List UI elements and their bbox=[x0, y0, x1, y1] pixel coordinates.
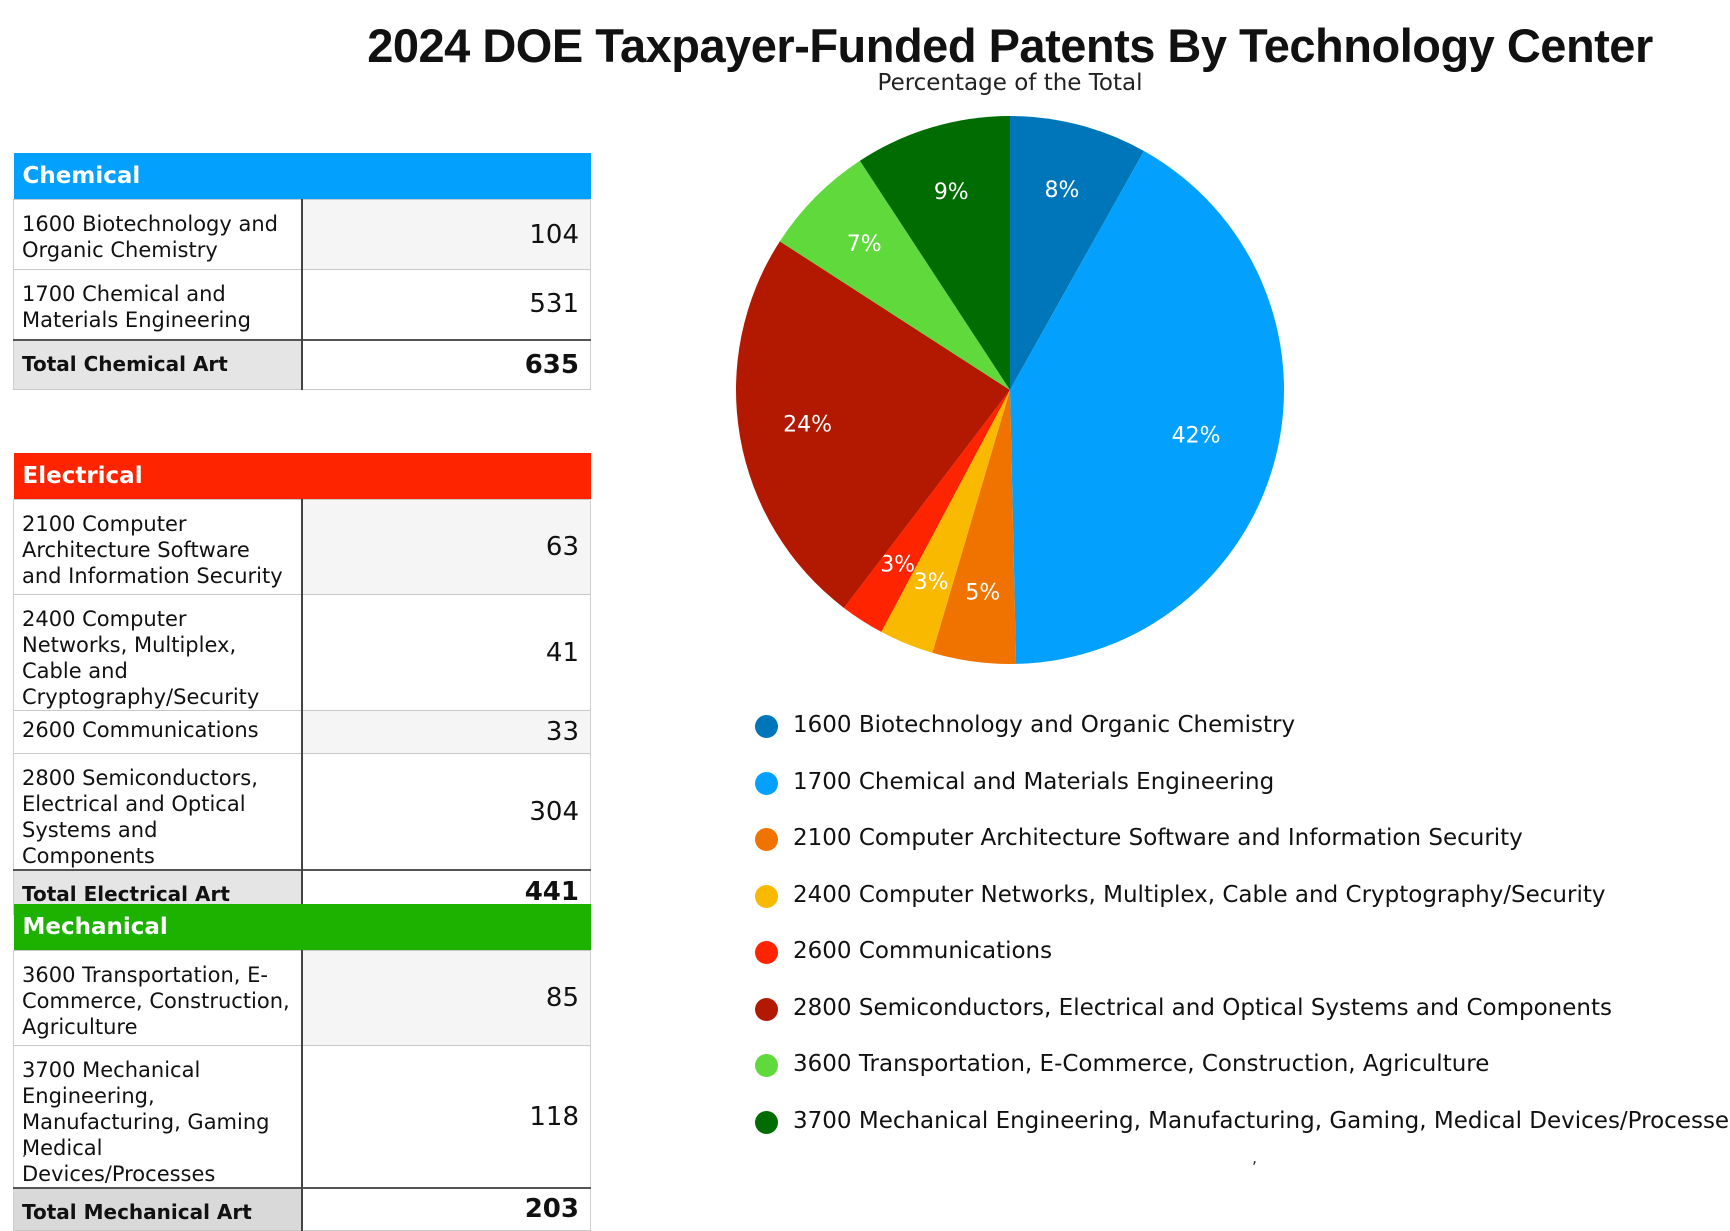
chart-title: 2024 DOE Taxpayer-Funded Patents By Tech… bbox=[367, 19, 1653, 72]
total-value: 635 bbox=[301, 338, 591, 390]
chart-subtitle: Percentage of the Total bbox=[877, 70, 1143, 96]
chemical-header: Chemical bbox=[13, 153, 591, 200]
legend-item: 2600 Communications bbox=[755, 938, 1715, 995]
total-label: Total Mechanical Art bbox=[13, 1187, 302, 1231]
table-row-label: 1600 Biotechnology and Organic Chemistry bbox=[13, 199, 302, 270]
mechanical-table: Mechanical 3600 Transportation, E-Commer… bbox=[13, 904, 591, 1231]
legend-item: 2400 Computer Networks, Multiplex, Cable… bbox=[755, 882, 1715, 939]
table-row-label: 2100 Computer Architecture Software and … bbox=[13, 499, 302, 595]
legend-label: 1600 Biotechnology and Organic Chemistry bbox=[793, 712, 1296, 738]
pie-slice bbox=[736, 241, 1010, 608]
pie-chart: 8% 42% 5% 3%3% 24% 7% 9% bbox=[736, 116, 1284, 664]
legend-item: 1700 Chemical and Materials Engineering bbox=[755, 769, 1715, 826]
stray-comma: , bbox=[22, 1140, 28, 1159]
pie-slice bbox=[843, 390, 1010, 632]
table-row-value: 304 bbox=[301, 753, 591, 870]
table-row-value: 531 bbox=[301, 269, 591, 340]
legend-label: 2600 Communications bbox=[793, 938, 1053, 964]
legend-swatch bbox=[755, 828, 778, 851]
table-row-label: 2600 Communications bbox=[13, 710, 302, 754]
pie-slice-label: 9% bbox=[934, 180, 969, 205]
chemical-table: Chemical 1600 Biotechnology and Organic … bbox=[13, 153, 591, 390]
pie-slice-label: 3% bbox=[914, 570, 949, 595]
legend-swatch bbox=[755, 1054, 778, 1077]
legend-swatch bbox=[755, 884, 778, 908]
total-value: 203 bbox=[301, 1187, 591, 1231]
legend-swatch bbox=[755, 1110, 778, 1134]
pie-slice-label: 7% bbox=[847, 232, 882, 257]
pie-slice bbox=[1010, 150, 1284, 664]
legend-item: 2100 Computer Architecture Software and … bbox=[755, 825, 1715, 882]
electrical-header: Electrical bbox=[13, 453, 591, 500]
pie-slice bbox=[881, 390, 1010, 653]
legend-label: 3600 Transportation, E-Commerce, Constru… bbox=[793, 1051, 1490, 1077]
chart-legend: 1600 Biotechnology and Organic Chemistry… bbox=[755, 712, 1730, 1165]
pie-slice bbox=[859, 116, 1010, 390]
legend-swatch bbox=[755, 997, 778, 1021]
table-row-label: 2400 Computer Networks, Multiplex, Cable… bbox=[13, 594, 302, 711]
legend-swatch bbox=[755, 771, 778, 795]
legend-label: 3700 Mechanical Engineering, Manufacturi… bbox=[793, 1107, 1730, 1134]
table-row-label: 2800 Semiconductors, Electrical and Opti… bbox=[13, 753, 302, 870]
legend-swatch bbox=[755, 715, 778, 738]
total-label: Total Chemical Art bbox=[13, 338, 302, 390]
legend-label: 2800 Semiconductors, Electrical and Opti… bbox=[793, 994, 1612, 1021]
table-row-label: 3700 Mechanical Engineering, Manufacturi… bbox=[13, 1045, 302, 1188]
table-row-label: 3600 Transportation, E-Commerce, Constru… bbox=[13, 950, 302, 1046]
table-row-label: 1700 Chemical and Materials Engineering bbox=[13, 269, 302, 340]
total-label: Total Electrical Art bbox=[13, 869, 302, 915]
stray-comma: , bbox=[1252, 1148, 1258, 1167]
pie-slice-label: 42% bbox=[1172, 423, 1221, 448]
pie-slice-label: 24% bbox=[783, 412, 832, 437]
table-row-value: 118 bbox=[301, 1045, 591, 1188]
pie-slice bbox=[1010, 116, 1144, 390]
table-row-value: 85 bbox=[301, 950, 591, 1046]
mechanical-header: Mechanical bbox=[13, 904, 591, 951]
pie-slice-label: 5% bbox=[965, 581, 1000, 606]
table-row-value: 33 bbox=[301, 710, 591, 754]
pie-slice-label: 8% bbox=[1044, 178, 1079, 203]
table-row-value: 63 bbox=[301, 499, 591, 595]
legend-item: 3600 Transportation, E-Commerce, Constru… bbox=[755, 1051, 1715, 1108]
legend-label: 1700 Chemical and Materials Engineering bbox=[793, 768, 1275, 795]
pie-slice-label: 3% bbox=[880, 552, 915, 577]
legend-label: 2100 Computer Architecture Software and … bbox=[793, 825, 1523, 851]
legend-swatch bbox=[755, 941, 778, 964]
legend-item: 2800 Semiconductors, Electrical and Opti… bbox=[755, 995, 1715, 1052]
pie-slice bbox=[779, 160, 1010, 390]
table-row-value: 104 bbox=[301, 199, 591, 270]
legend-item: 1600 Biotechnology and Organic Chemistry bbox=[755, 712, 1715, 769]
electrical-table: Electrical 2100 Computer Architecture So… bbox=[13, 453, 591, 915]
pie-slice bbox=[932, 390, 1017, 664]
legend-item: 3700 Mechanical Engineering, Manufacturi… bbox=[755, 1108, 1730, 1165]
table-row-value: 41 bbox=[301, 594, 591, 711]
legend-label: 2400 Computer Networks, Multiplex, Cable… bbox=[793, 881, 1606, 908]
